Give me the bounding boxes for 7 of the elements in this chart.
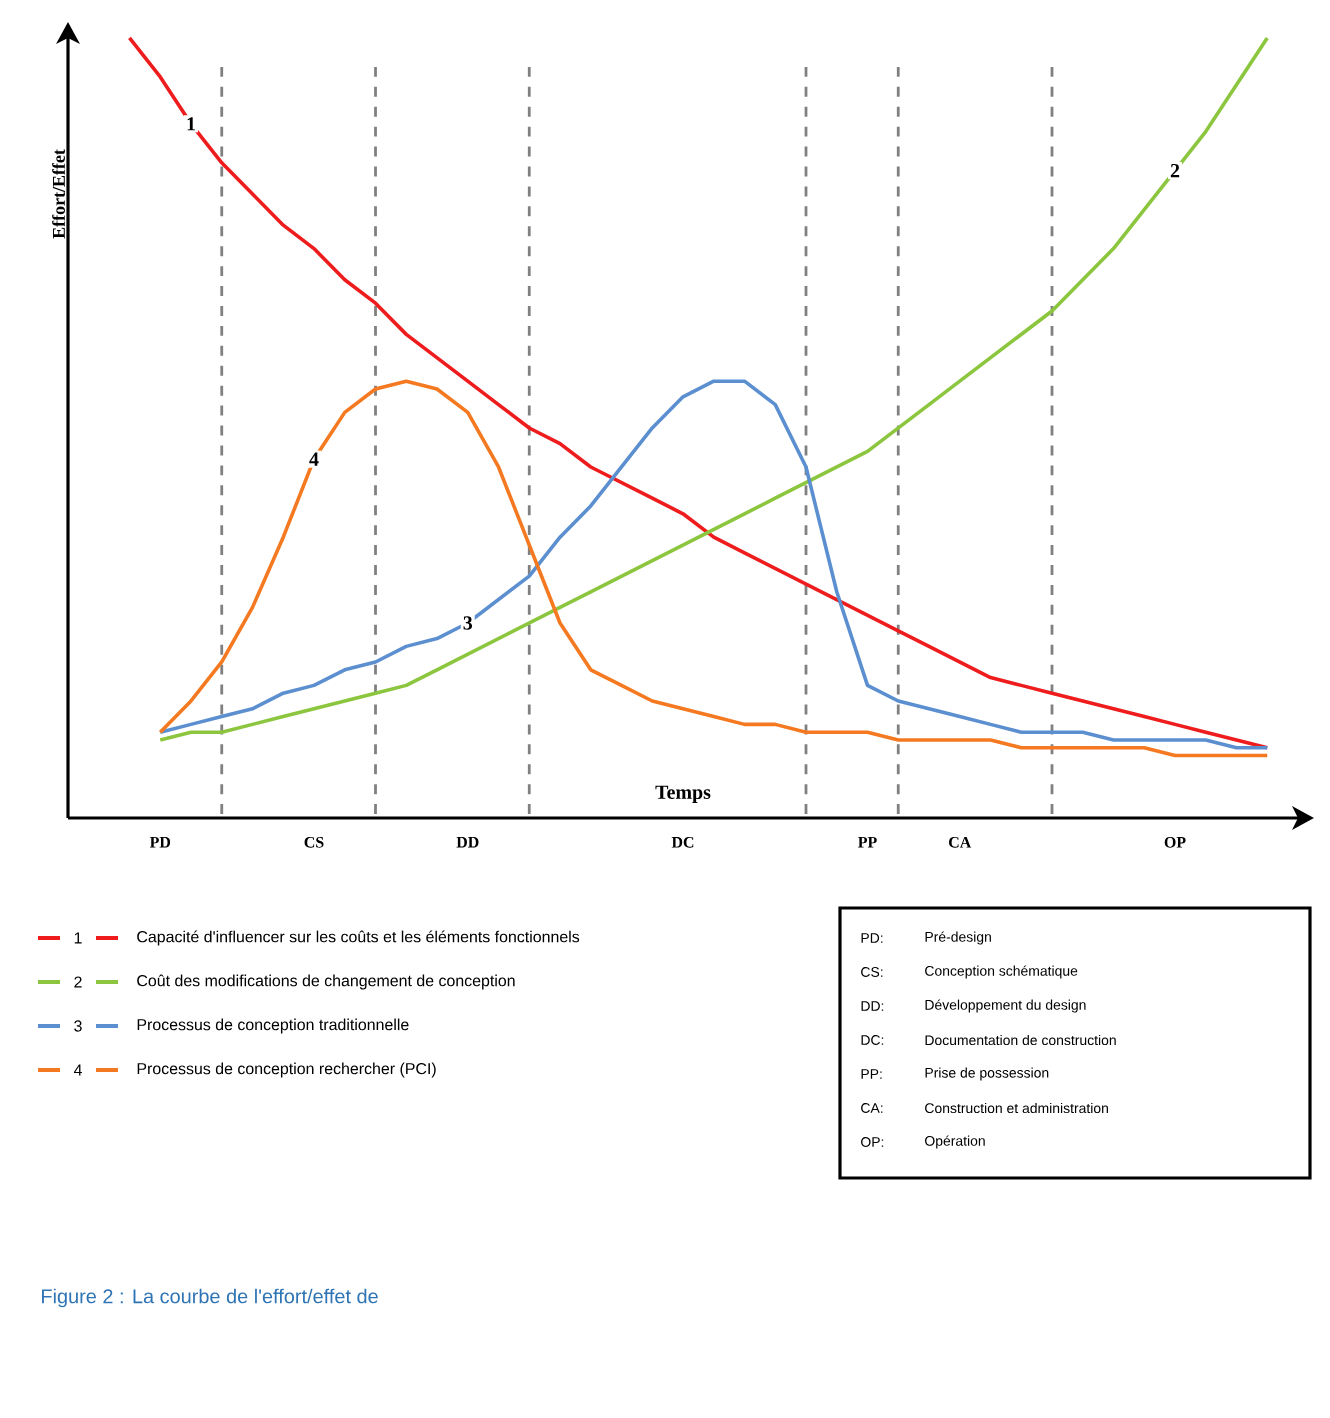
x-axis-title: Temps bbox=[655, 785, 711, 803]
annotation: 2 bbox=[1170, 163, 1180, 178]
annotation: 4 bbox=[309, 452, 319, 466]
caption: Figure 2 : La courbe de l'effort/effet de bbox=[42, 1288, 378, 1308]
annotation: 3 bbox=[463, 616, 473, 630]
annotation: 1 bbox=[187, 117, 195, 131]
y-axis-title: Effort/Effet bbox=[52, 149, 65, 239]
